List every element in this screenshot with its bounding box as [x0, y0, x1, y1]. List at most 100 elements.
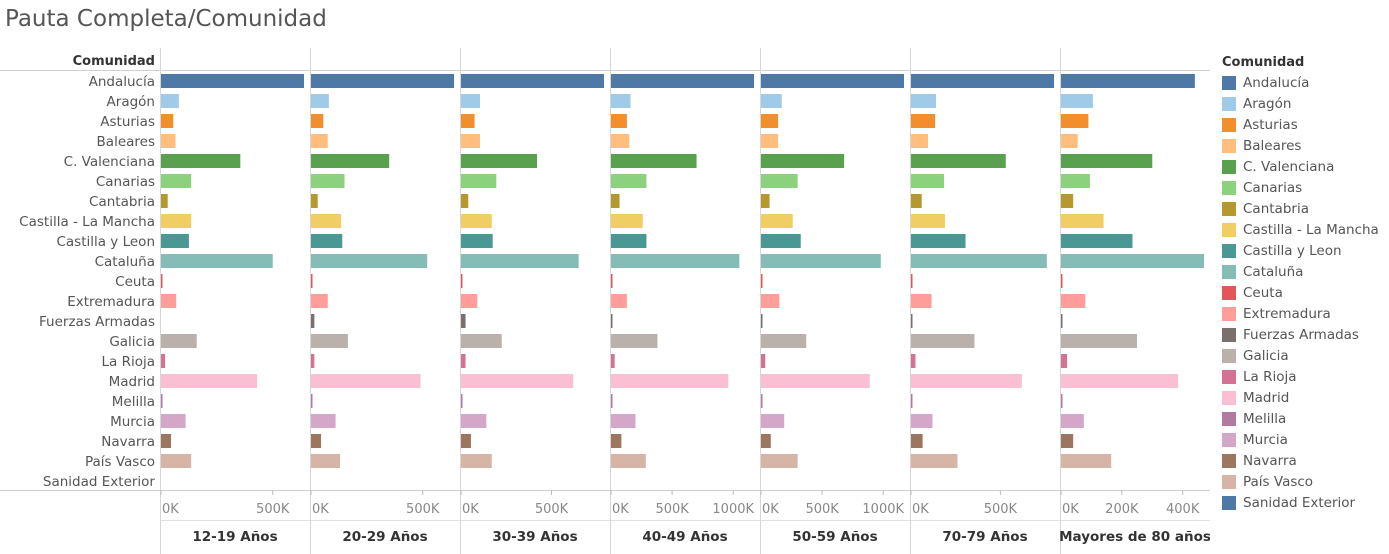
bar: [1061, 294, 1086, 308]
legend-item[interactable]: Fuerzas Armadas: [1222, 324, 1387, 345]
bar: [911, 434, 923, 448]
legend-swatch: [1222, 495, 1236, 510]
bar: [1061, 254, 1204, 268]
bar: [311, 374, 421, 388]
bar: [911, 94, 937, 108]
bar: [311, 154, 390, 168]
legend-item[interactable]: Murcia: [1222, 429, 1387, 450]
bar: [311, 254, 428, 268]
legend-item[interactable]: Cantabria: [1222, 198, 1387, 219]
bar: [1061, 154, 1153, 168]
legend-item[interactable]: Sanidad Exterior: [1222, 492, 1387, 513]
bar: [911, 274, 913, 288]
bar: [311, 294, 328, 308]
bar: [761, 194, 770, 208]
panel-label: 20-29 Años: [342, 529, 427, 545]
bar: [911, 194, 922, 208]
bar: [461, 94, 481, 108]
tick-label: 500K: [535, 502, 569, 517]
tick-label: 500K: [256, 502, 290, 517]
bar: [761, 154, 845, 168]
legend-swatch: [1222, 96, 1236, 111]
legend[interactable]: Comunidad Andalucía Aragón Asturias Baleare…: [1222, 53, 1387, 513]
legend-label: Andalucía: [1243, 74, 1310, 91]
bar: [911, 114, 936, 128]
bar: [161, 294, 177, 308]
legend-item[interactable]: Cataluña: [1222, 261, 1387, 282]
legend-label: Castilla - La Mancha: [1243, 221, 1379, 238]
bar: [461, 74, 604, 88]
legend-item[interactable]: Castilla - La Mancha: [1222, 219, 1387, 240]
legend-item[interactable]: La Rioja: [1222, 366, 1387, 387]
tick-label: 1000K: [862, 502, 904, 517]
bar: [461, 194, 469, 208]
bar: [311, 214, 342, 228]
legend-item[interactable]: Navarra: [1222, 450, 1387, 471]
bar: [461, 434, 471, 448]
legend-item[interactable]: Baleares: [1222, 135, 1387, 156]
tick-label: 200K: [1105, 502, 1139, 517]
legend-item[interactable]: Ceuta: [1222, 282, 1387, 303]
legend-item[interactable]: País Vasco: [1222, 471, 1387, 492]
bar: [311, 414, 336, 428]
bar: [761, 174, 798, 188]
bar: [461, 114, 475, 128]
panel-label: 40-49 Años: [642, 529, 727, 545]
legend-label: La Rioja: [1243, 368, 1297, 385]
bar: [461, 254, 579, 268]
bar: [1061, 434, 1074, 448]
bar: [461, 134, 481, 148]
legend-item[interactable]: Canarias: [1222, 177, 1387, 198]
category-label: Castilla - La Mancha: [19, 214, 155, 230]
tick-label: 0K: [762, 502, 779, 517]
legend-swatch: [1222, 453, 1236, 468]
legend-item[interactable]: Aragón: [1222, 93, 1387, 114]
tick-label: 500K: [805, 502, 839, 517]
category-label: Baleares: [97, 134, 155, 150]
legend-item[interactable]: Galicia: [1222, 345, 1387, 366]
bar: [461, 374, 574, 388]
bar: [911, 214, 945, 228]
legend-item[interactable]: Asturias: [1222, 114, 1387, 135]
legend-label: Galicia: [1243, 347, 1289, 364]
bar: [311, 454, 341, 468]
bar: [161, 374, 258, 388]
tick-label: 1000K: [712, 502, 754, 517]
legend-item[interactable]: Extremadura: [1222, 303, 1387, 324]
legend-swatch: [1222, 369, 1236, 384]
category-label: Galicia: [109, 334, 155, 350]
bar: [161, 214, 192, 228]
bar: [461, 154, 538, 168]
legend-items: Andalucía Aragón Asturias Baleares C. Valenc…: [1222, 72, 1387, 513]
bar: [761, 394, 763, 408]
panel-label: 50-59 Años: [792, 529, 877, 545]
bar: [761, 214, 793, 228]
bar-chart: Comunidad Andalucía Aragón Asturias Baleares…: [0, 48, 1210, 554]
bar: [311, 314, 315, 328]
legend-item[interactable]: C. Valenciana: [1222, 156, 1387, 177]
bar: [611, 274, 613, 288]
bar: [761, 134, 779, 148]
bar: [311, 394, 313, 408]
category-label: Madrid: [109, 374, 155, 390]
bar: [1061, 234, 1133, 248]
category-label: Melilla: [112, 394, 155, 410]
tick-label: 0K: [912, 502, 929, 517]
bar: [761, 94, 782, 108]
bar: [161, 194, 168, 208]
bar: [611, 414, 636, 428]
legend-item[interactable]: Madrid: [1222, 387, 1387, 408]
bar: [1061, 94, 1093, 108]
bar: [161, 174, 192, 188]
legend-item[interactable]: Castilla y Leon: [1222, 240, 1387, 261]
legend-label: C. Valenciana: [1243, 158, 1335, 175]
legend-swatch: [1222, 180, 1236, 195]
category-label: La Rioja: [102, 354, 156, 370]
category-label: Andalucía: [89, 74, 155, 90]
legend-swatch: [1222, 327, 1236, 342]
bar: [461, 294, 478, 308]
legend-item[interactable]: Andalucía: [1222, 72, 1387, 93]
legend-item[interactable]: Melilla: [1222, 408, 1387, 429]
legend-swatch: [1222, 222, 1236, 237]
bar: [311, 114, 324, 128]
